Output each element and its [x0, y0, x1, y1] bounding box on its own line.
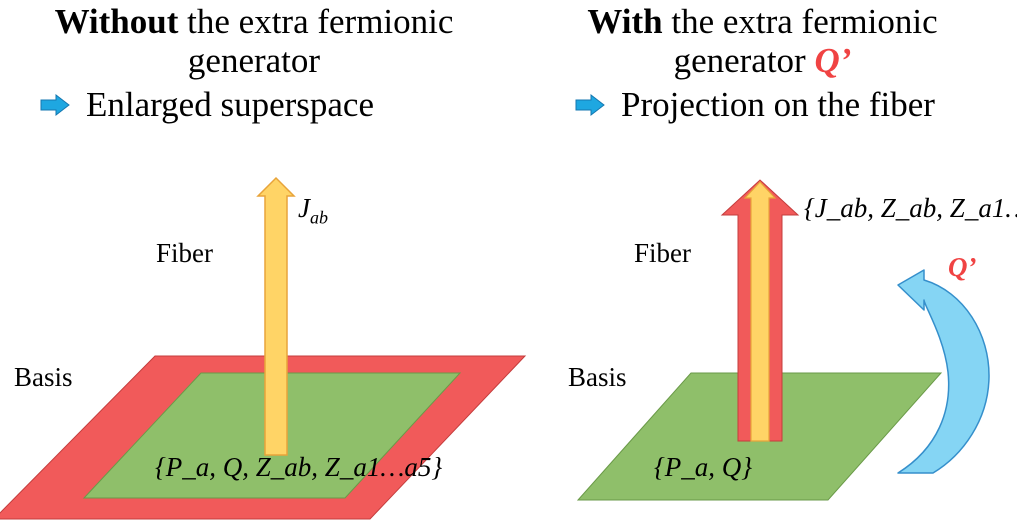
extra-generator-label: Q’ — [948, 252, 977, 282]
right-fiber-label: Fiber — [634, 238, 691, 268]
left-basis-generators: {P_a, Q, Z_ab, Z_a1…a5} — [155, 452, 443, 482]
left-heading-line2: generator — [187, 41, 321, 80]
curved-arrow-icon — [897, 269, 990, 474]
left-diagram — [0, 176, 527, 520]
right-fiber-generators: {J_ab, Z_ab, Z_a1…a5} — [804, 193, 1017, 223]
right-arrow-icon — [40, 93, 70, 116]
left-heading-line1: Without the extra fermionic — [0, 2, 508, 42]
left-fiber-label: Fiber — [156, 238, 213, 268]
right-basis-generators: {P_a, Q} — [654, 452, 753, 482]
left-bullet: Enlarged superspace — [40, 85, 374, 125]
right-heading-bold: With — [587, 2, 663, 41]
left-heading-rest: the extra fermionic — [178, 2, 454, 41]
right-bullet-text: Projection on the fiber — [621, 85, 935, 124]
right-diagram — [576, 179, 990, 501]
left-heading-bold: Without — [54, 2, 179, 41]
right-basis-label: Basis — [568, 362, 627, 392]
right-bullet: Projection on the fiber — [575, 85, 935, 125]
left-fiber-generators: Jab — [298, 193, 328, 228]
fiber-arrow-inner — [743, 181, 777, 442]
left-panel: Without the extra fermionic generator En… — [0, 0, 527, 525]
left-bullet-text: Enlarged superspace — [86, 85, 374, 124]
right-panel: With the extra fermionic generator Q’ Pr… — [508, 0, 1017, 525]
right-heading-rest: the extra fermionic — [662, 2, 938, 41]
fiber-arrow — [256, 176, 296, 456]
left-basis-label: Basis — [14, 362, 73, 392]
right-heading-line2: generator Q’ — [673, 41, 852, 80]
right-arrow-icon — [575, 93, 605, 116]
right-heading-line1: With the extra fermionic — [508, 2, 1017, 42]
heading-q-prime: Q’ — [814, 41, 852, 80]
